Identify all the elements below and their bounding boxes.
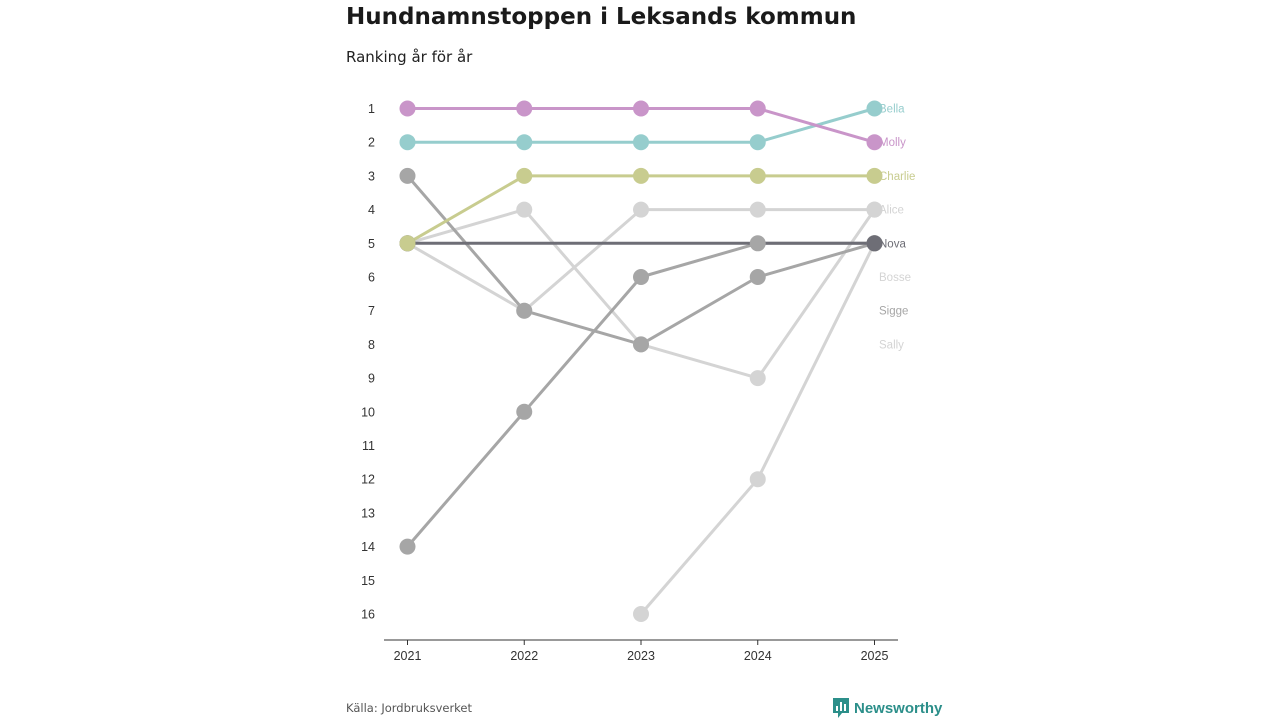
data-point-sigge bbox=[516, 302, 533, 319]
series-label-sally: Sally bbox=[879, 339, 904, 351]
y-tick-label: 6 bbox=[368, 271, 375, 285]
data-point-sigge bbox=[399, 167, 416, 184]
y-tick-label: 15 bbox=[361, 574, 375, 588]
data-point bbox=[399, 538, 416, 555]
data-point-charlie bbox=[399, 235, 416, 252]
series-line-sally bbox=[406, 208, 876, 313]
data-point-molly bbox=[516, 100, 533, 117]
series-label-bosse: Bosse bbox=[879, 272, 911, 284]
data-point-charlie bbox=[516, 167, 533, 184]
data-point-molly bbox=[866, 134, 883, 151]
data-point bbox=[749, 235, 766, 252]
series-label-charlie: Charlie bbox=[879, 171, 915, 183]
data-point-sally bbox=[866, 201, 883, 218]
x-tick-label: 2022 bbox=[510, 649, 538, 663]
data-point-sally bbox=[749, 201, 766, 218]
data-point-bosse bbox=[749, 471, 766, 488]
data-point-bella bbox=[516, 134, 533, 151]
data-point bbox=[633, 269, 649, 285]
y-tick-label: 2 bbox=[368, 136, 375, 150]
series-label-nova: Nova bbox=[879, 238, 906, 250]
data-point-molly bbox=[749, 100, 766, 117]
data-point-sigge bbox=[633, 336, 649, 353]
data-point-molly bbox=[633, 100, 649, 117]
data-point-bella bbox=[866, 100, 883, 117]
series-line-bosse bbox=[639, 241, 876, 616]
y-tick-label: 11 bbox=[362, 439, 375, 453]
series-labels: Bella Molly Charlie Alice Nova Bosse Sigge Sall… bbox=[879, 104, 915, 352]
brand-logo[interactable]: Newsworthy bbox=[833, 698, 942, 718]
x-tick-label: 2021 bbox=[394, 649, 422, 663]
y-tick-label: 4 bbox=[368, 203, 375, 217]
y-tick-label: 12 bbox=[361, 473, 375, 487]
data-point-bella bbox=[749, 134, 766, 151]
data-point-bosse bbox=[633, 606, 649, 622]
data-point-molly bbox=[399, 100, 416, 117]
y-tick-label: 7 bbox=[368, 304, 375, 318]
y-tick-label: 13 bbox=[361, 506, 375, 520]
x-tick-label: 2025 bbox=[861, 649, 889, 663]
series-line bbox=[406, 241, 876, 549]
data-point-sally bbox=[633, 201, 649, 218]
data-point-charlie bbox=[749, 167, 766, 184]
x-tick-label: 2024 bbox=[744, 649, 772, 663]
y-tick-label: 14 bbox=[361, 540, 375, 554]
chart-logo-icon bbox=[833, 698, 849, 718]
y-tick-label: 3 bbox=[368, 169, 375, 183]
y-tick-label: 16 bbox=[361, 608, 375, 622]
data-point-charlie bbox=[633, 167, 649, 184]
series-points bbox=[399, 100, 883, 622]
data-point-alice bbox=[516, 201, 533, 218]
data-point-charlie bbox=[866, 167, 883, 184]
series-label-bella: Bella bbox=[879, 104, 905, 116]
series-label-sigge: Sigge bbox=[879, 306, 908, 318]
chart-subtitle: Ranking år för år bbox=[346, 48, 473, 66]
data-point-nova bbox=[866, 235, 883, 252]
data-point-sigge bbox=[749, 269, 766, 285]
series-label-molly: Molly bbox=[879, 137, 906, 149]
series-label-alice: Alice bbox=[879, 205, 904, 217]
source-note: Källa: Jordbruksverket bbox=[346, 701, 473, 715]
x-tick-label: 2023 bbox=[627, 649, 655, 663]
data-point-bella bbox=[399, 134, 416, 151]
data-point-bella bbox=[633, 134, 649, 151]
series-lines bbox=[406, 107, 876, 616]
brand-name: Newsworthy bbox=[854, 699, 943, 717]
series-line-alice bbox=[406, 208, 876, 380]
data-point bbox=[516, 403, 533, 420]
y-tick-label: 9 bbox=[368, 372, 375, 386]
y-tick-label: 10 bbox=[361, 405, 375, 419]
y-tick-label: 5 bbox=[368, 237, 375, 251]
y-tick-label: 8 bbox=[368, 338, 375, 352]
y-tick-label: 1 bbox=[368, 102, 375, 116]
data-point-alice bbox=[749, 370, 766, 387]
axes: 2021 2022 2023 2024 202512345678910111213141… bbox=[361, 102, 898, 663]
chart-title: Hundnamnstoppen i Leksands kommun bbox=[346, 4, 857, 30]
